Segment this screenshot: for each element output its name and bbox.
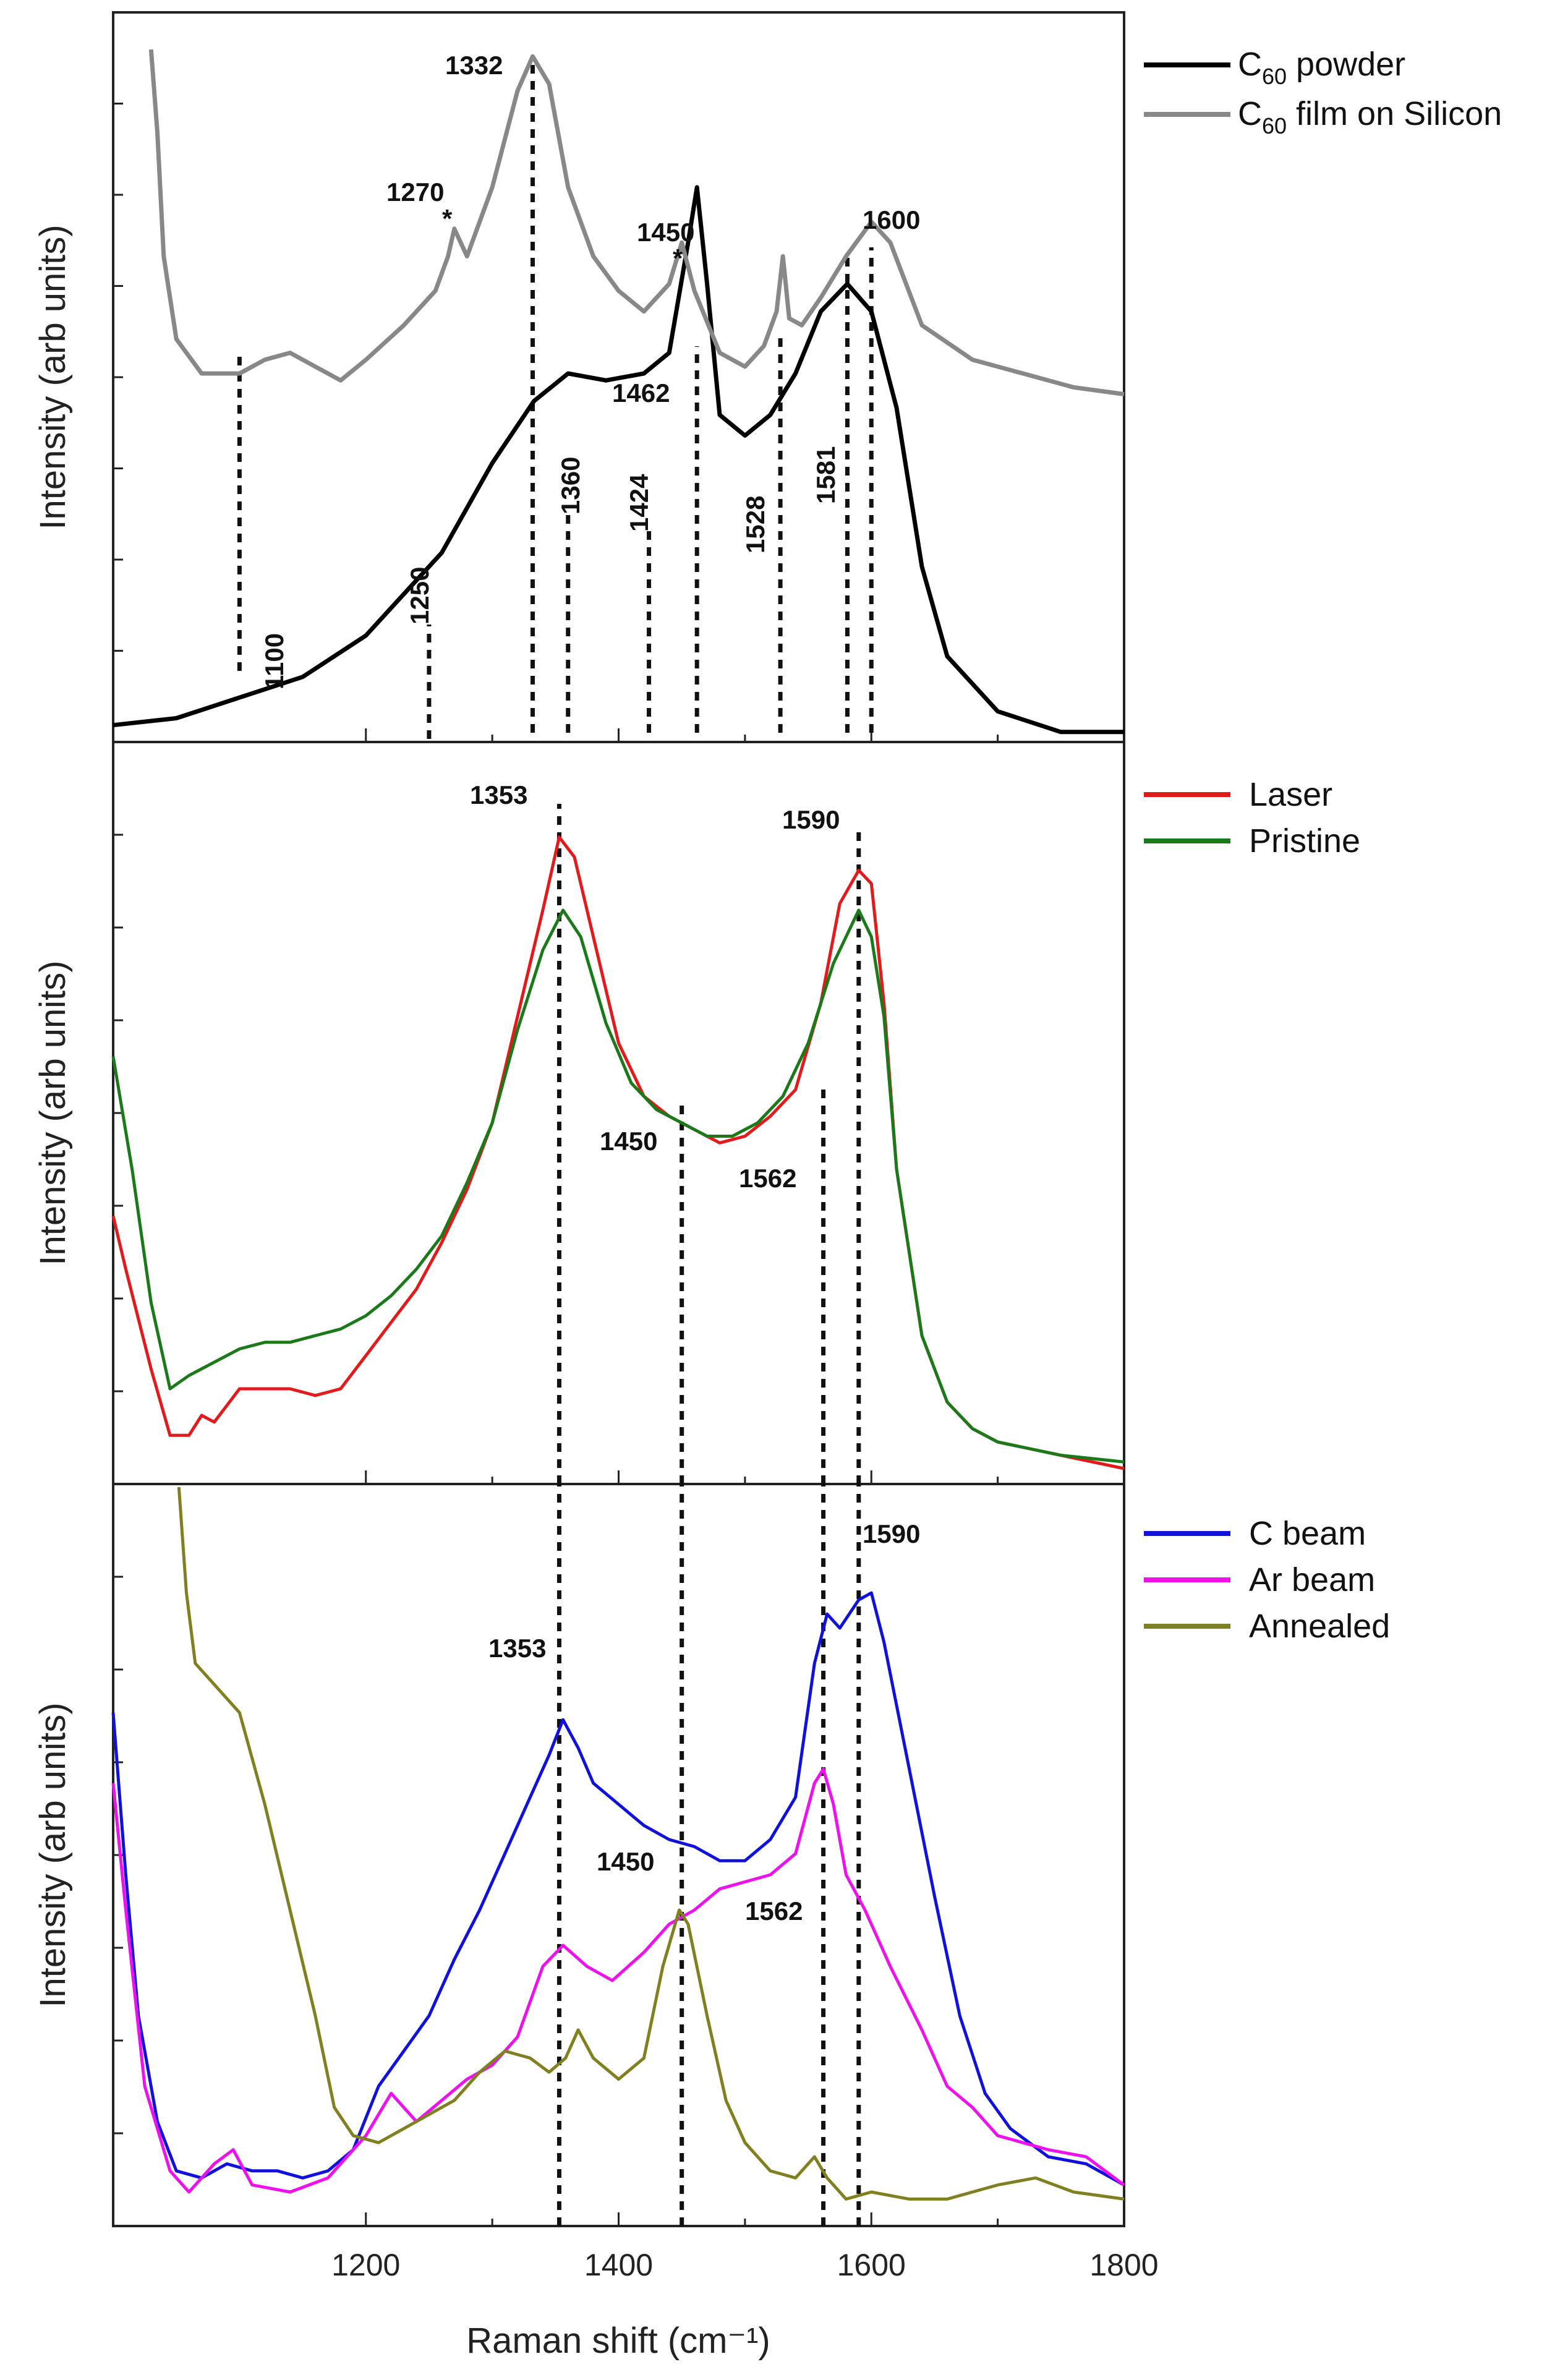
annotation-1581: 1581 <box>811 446 840 504</box>
annotation-1562-mid: 1562 <box>739 1164 796 1193</box>
series-line-c-beam <box>111 1591 1125 2186</box>
x-axis-ticks: 1200 1400 1600 1800 <box>331 728 1159 2282</box>
panel-top-dashed-lines <box>237 59 874 739</box>
annotation-1270: 1270 <box>386 177 444 207</box>
annotation-1600: 1600 <box>863 205 920 234</box>
panel-bottom-dashed-lines <box>556 1484 861 2226</box>
annotation-asterisk-1270: * <box>442 204 453 233</box>
series-line-laser <box>111 835 1125 1470</box>
annotation-1360: 1360 <box>556 457 585 514</box>
legend-label-c60-film: C60 film on Silicon <box>1238 95 1502 139</box>
annotation-1528: 1528 <box>741 496 770 553</box>
x-axis-label: Raman shift (cm⁻¹) <box>466 2321 770 2361</box>
annotation-1332: 1332 <box>445 51 503 80</box>
legend-label-annealed: Annealed <box>1249 1608 1390 1645</box>
annotation-1562-bot: 1562 <box>745 1896 803 1926</box>
series-line-pristine <box>111 908 1125 1464</box>
annotation-1590-mid: 1590 <box>782 805 840 834</box>
series-line-annealed <box>177 1486 1125 2201</box>
x-tick-label-1400: 1400 <box>584 2248 653 2282</box>
annotation-1590-bot: 1590 <box>863 1519 920 1548</box>
x-tick-label-1600: 1600 <box>837 2248 906 2282</box>
panel-top-y-ticks <box>113 103 123 652</box>
panel-bottom-y-ticks <box>113 1576 123 2135</box>
panel-middle-y-label: Intensity (arb units) <box>33 960 73 1265</box>
panel-top-y-label: Intensity (arb units) <box>33 224 73 529</box>
legend-label-c60-powder: C60 powder <box>1238 46 1405 89</box>
legend-bottom: C beam Ar beam Annealed <box>1144 1515 1390 1645</box>
series-line-ar-beam <box>111 1767 1125 2194</box>
annotation-1450-mid: 1450 <box>600 1127 657 1156</box>
legend-label-laser: Laser <box>1249 776 1332 813</box>
panel-middle-frame <box>112 741 1125 1485</box>
annotation-1424: 1424 <box>624 474 654 532</box>
series-line-c60-powder <box>113 185 1124 735</box>
annotation-1353-mid: 1353 <box>470 780 527 809</box>
annotation-1100: 1100 <box>260 633 289 689</box>
annotation-1353-bot: 1353 <box>488 1634 546 1663</box>
series-line-c60-film <box>148 49 1125 396</box>
legend-top: C60 powder C60 film on Silicon <box>1144 46 1502 139</box>
legend-label-pristine: Pristine <box>1249 822 1360 859</box>
legend-label-c-beam: C beam <box>1249 1515 1366 1552</box>
panel-bottom-y-label: Intensity (arb units) <box>33 1702 73 2007</box>
x-tick-label-1800: 1800 <box>1089 2248 1158 2282</box>
legend-middle: Laser Pristine <box>1144 776 1360 859</box>
annotation-asterisk-1450: * <box>673 244 683 273</box>
x-tick-label-1200: 1200 <box>331 2248 400 2282</box>
legend-label-ar-beam: Ar beam <box>1249 1561 1375 1598</box>
annotation-1450-bot: 1450 <box>597 1847 654 1876</box>
annotation-1450: 1450 <box>637 218 694 247</box>
annotation-1250: 1250 <box>405 567 434 625</box>
annotation-1462: 1462 <box>612 378 670 407</box>
